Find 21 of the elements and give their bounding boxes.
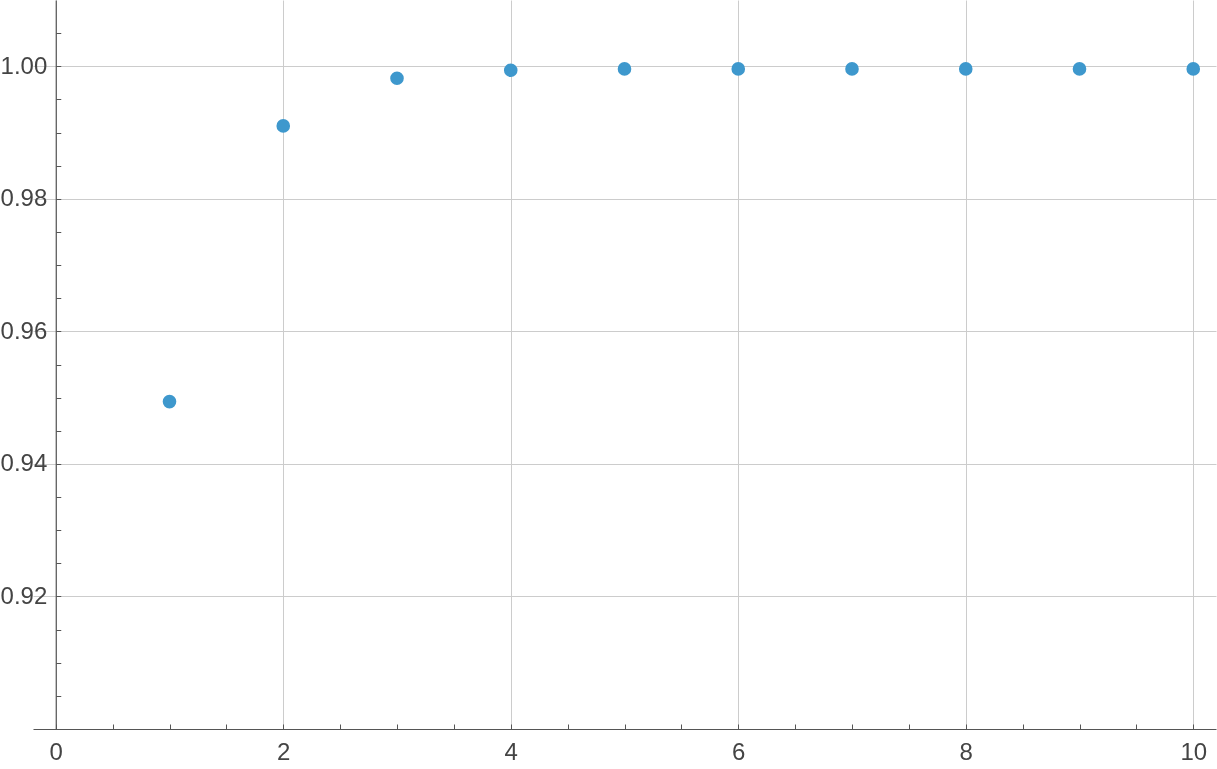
x-tick-label: 4 [504, 737, 518, 765]
point [958, 62, 973, 76]
y-tick-label: 0.96 [0, 316, 48, 344]
x-tick-label: 6 [732, 737, 746, 765]
x-tick-label: 2 [277, 737, 291, 765]
point [276, 119, 291, 133]
x-tick-label: 8 [959, 737, 973, 765]
y-tick-label: 1.00 [0, 51, 48, 79]
x-tick-label: 10 [1180, 737, 1208, 765]
point [845, 62, 859, 76]
y-tick-label: 0.98 [0, 184, 48, 212]
point [162, 394, 177, 409]
y-tick-label: 0.92 [0, 581, 48, 609]
point [1072, 62, 1087, 76]
point [390, 71, 404, 85]
point [731, 62, 746, 76]
x-tick-label: 0 [49, 737, 63, 765]
point [1186, 62, 1201, 76]
y-tick-label: 0.94 [0, 449, 48, 477]
point [617, 62, 632, 76]
point [503, 63, 518, 78]
